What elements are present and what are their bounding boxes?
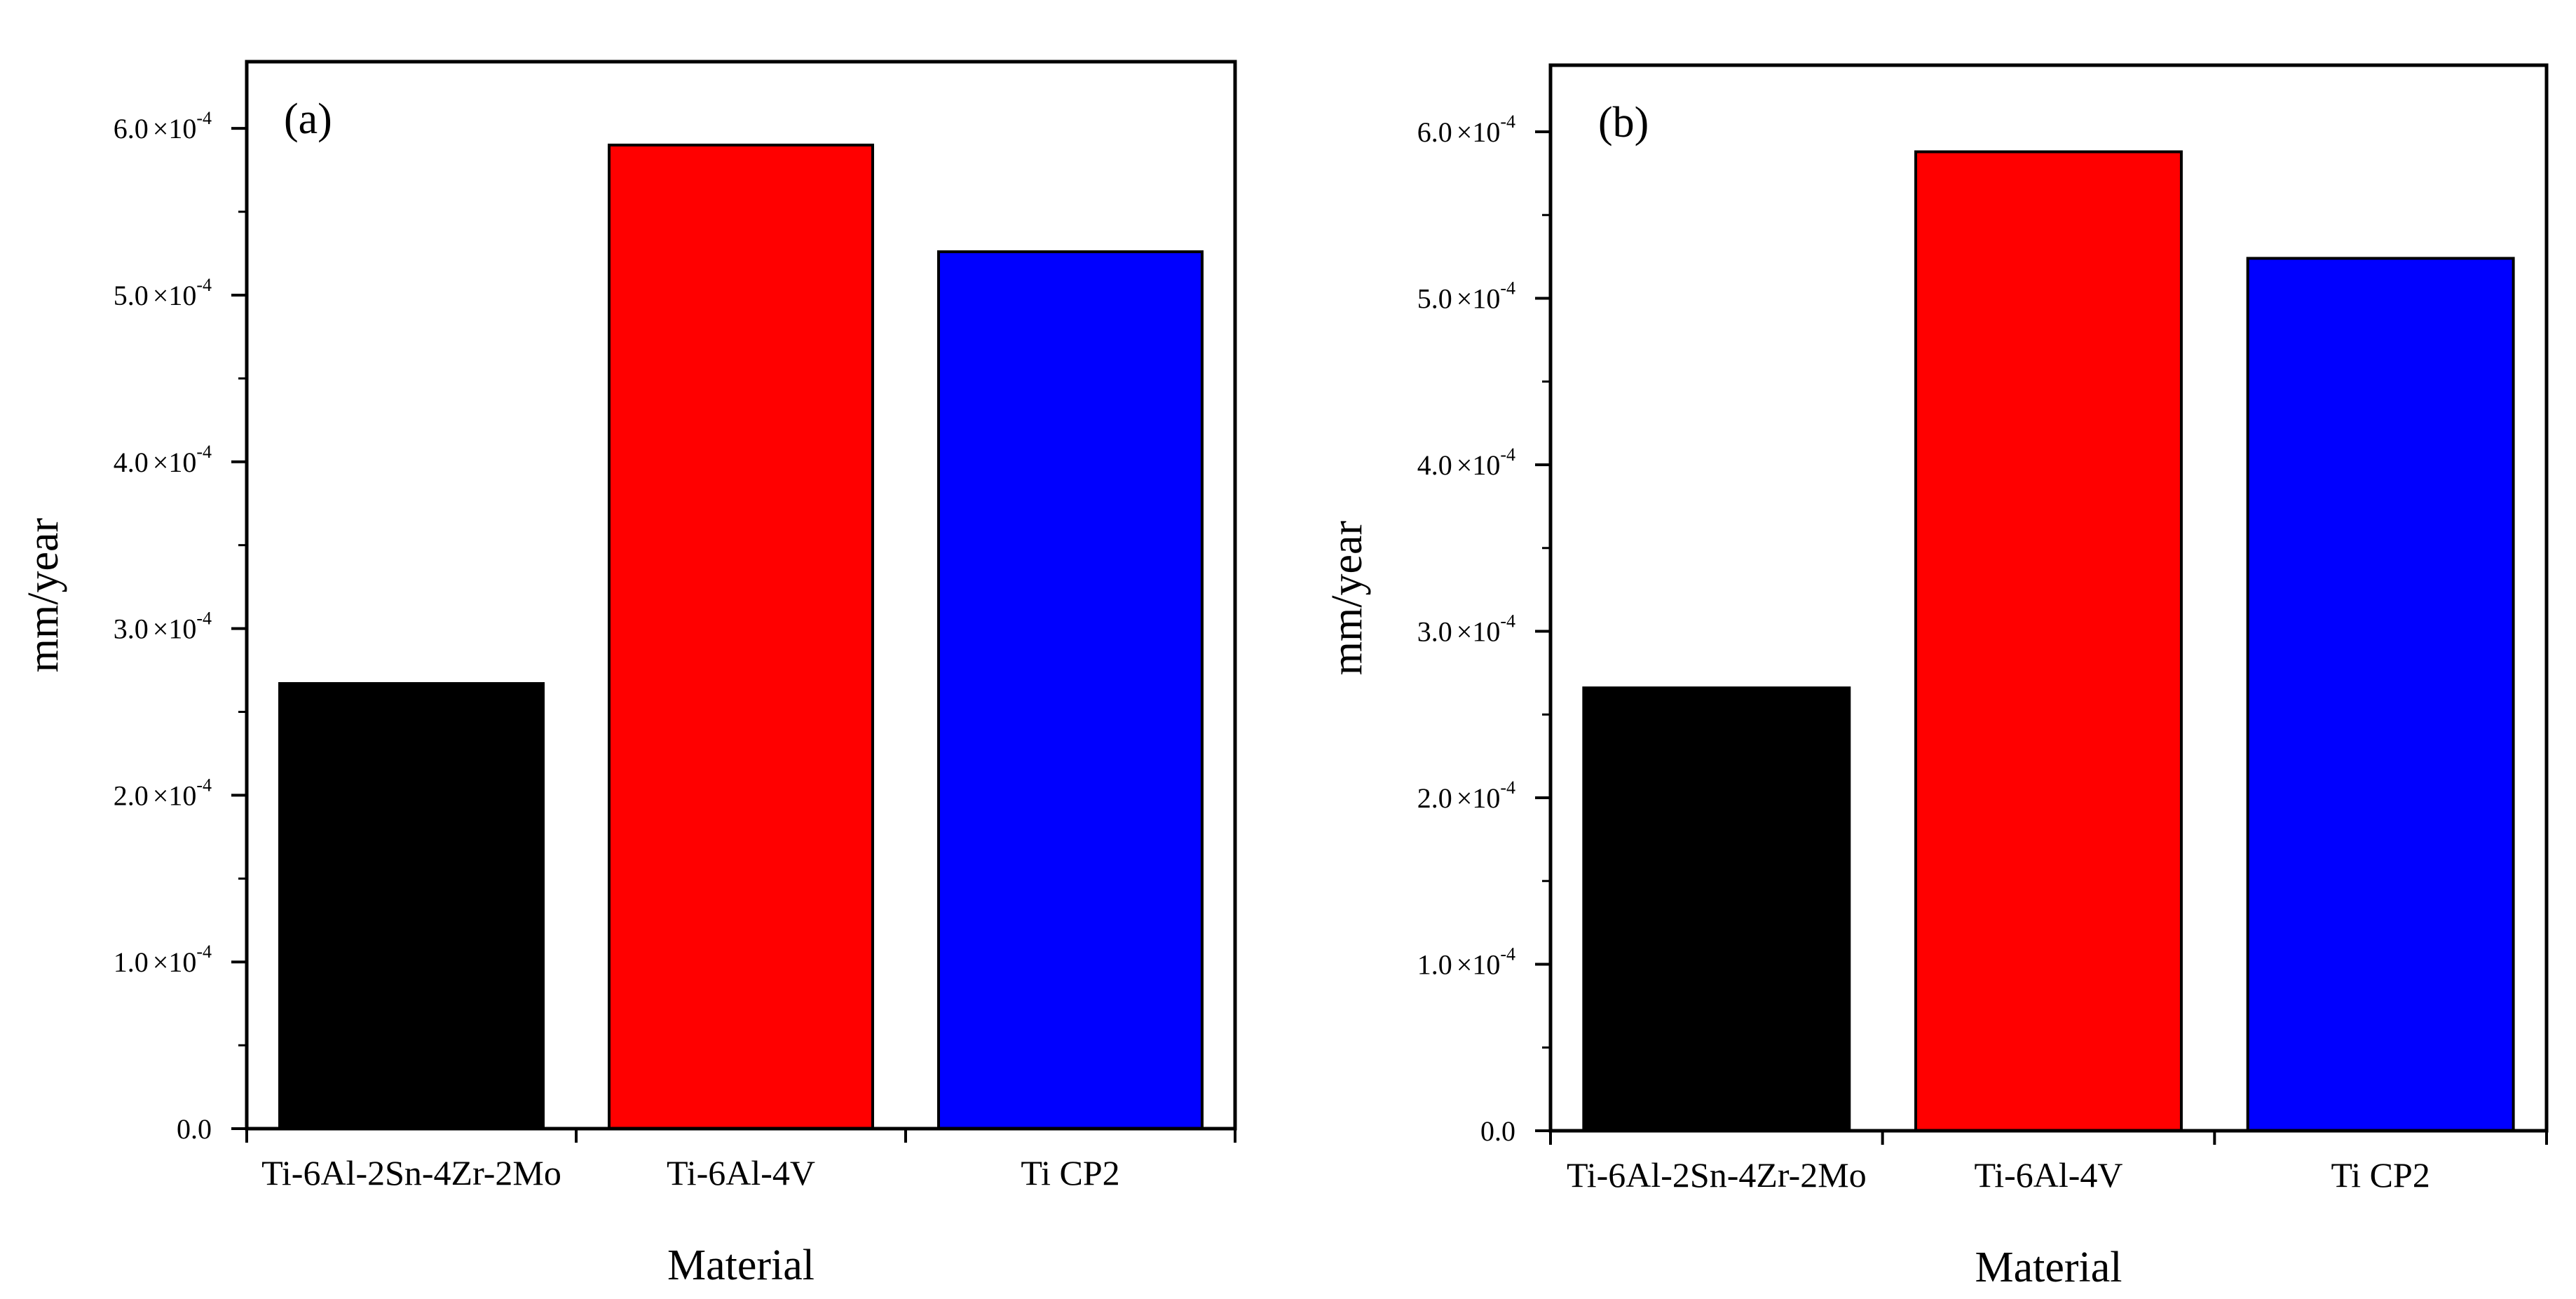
y-tick-times: ×10 [153,613,197,645]
y-tick-mantissa: 6.0 [114,113,149,144]
y-tick-label: 2.0 ×10-4 [114,775,212,811]
y-tick-exponent: -4 [196,442,212,462]
y-tick-exponent: -4 [1500,444,1515,465]
y-tick-label: 4.0 ×10-4 [1417,444,1515,481]
y-tick-exponent: -4 [196,775,212,795]
y-tick-mantissa: 3.0 [1417,616,1452,648]
y-tick-label: 0.0 [177,1113,212,1145]
bar [2246,257,2515,1132]
y-tick-times: ×10 [1457,283,1501,315]
y-tick-exponent: -4 [1500,111,1515,132]
y-tick-mantissa: 5.0 [1417,283,1452,315]
y-tick-exponent: -4 [196,941,212,962]
y-tick-times: ×10 [153,280,197,311]
plot-frame [245,60,1237,1131]
y-tick-label: 5.0 ×10-4 [1417,278,1515,315]
y-tick-exponent: -4 [1500,611,1515,632]
y-tick-times: ×10 [153,946,197,978]
x-tick-label: Ti-6Al-2Sn-4Zr-2Mo [261,1153,561,1192]
y-axis-title: mm/year [1323,520,1371,675]
y-tick-label: 1.0 ×10-4 [114,941,212,978]
y-tick-label: 6.0 ×10-4 [1417,111,1515,148]
x-tick-label: Ti CP2 [2331,1155,2430,1195]
y-tick-label: 6.0 ×10-4 [114,108,212,144]
y-tick-exponent: -4 [196,608,212,629]
y-tick-mantissa: 4.0 [1417,449,1452,481]
chart-panel-a: 0.01.0 ×10-42.0 ×10-43.0 ×10-44.0 ×10-45.0 ×1… [20,60,1237,1289]
bar [278,682,545,1130]
y-tick-exponent: -4 [196,275,212,295]
bar [937,250,1204,1131]
plot-frame [1548,63,2549,1133]
bar [1582,686,1851,1132]
panel-label: (b) [1598,99,1649,147]
y-tick-mantissa: 2.0 [1417,782,1452,814]
x-axis-title: Material [667,1242,815,1289]
y-tick-mantissa: 3.0 [114,613,149,645]
y-tick-mantissa: 6.0 [1417,116,1452,148]
y-tick-mantissa: 0.0 [177,1113,212,1145]
y-tick-times: ×10 [1457,116,1501,148]
y-tick-exponent: -4 [1500,944,1515,965]
y-tick-label: 3.0 ×10-4 [1417,611,1515,648]
y-tick-exponent: -4 [1500,278,1515,299]
y-tick-times: ×10 [153,113,197,144]
y-tick-mantissa: 1.0 [114,946,149,978]
y-tick-times: ×10 [153,780,197,811]
y-tick-mantissa: 5.0 [114,280,149,311]
y-tick-label: 4.0 ×10-4 [114,442,212,478]
x-axis-title: Material [1975,1244,2122,1291]
y-tick-times: ×10 [153,447,197,478]
y-tick-times: ×10 [1457,782,1501,814]
x-tick-label: Ti CP2 [1021,1153,1119,1192]
y-tick-exponent: -4 [196,108,212,128]
y-tick-mantissa: 1.0 [1417,949,1452,981]
bar [1914,150,2183,1132]
y-tick-label: 2.0 ×10-4 [1417,777,1515,814]
y-tick-times: ×10 [1457,449,1501,481]
y-tick-mantissa: 0.0 [1480,1115,1515,1147]
panel-label: (a) [284,95,332,143]
bar [608,143,874,1130]
y-tick-label: 3.0 ×10-4 [114,608,212,645]
y-tick-mantissa: 4.0 [114,447,149,478]
y-axis-title: mm/year [20,517,67,672]
y-tick-label: 5.0 ×10-4 [114,275,212,311]
x-tick-label: Ti-6Al-2Sn-4Zr-2Mo [1567,1155,1867,1195]
y-tick-mantissa: 2.0 [114,780,149,811]
y-tick-exponent: -4 [1500,777,1515,798]
x-tick-label: Ti-6Al-4V [1974,1155,2122,1195]
y-tick-label: 0.0 [1480,1115,1515,1147]
y-tick-label: 1.0 ×10-4 [1417,944,1515,981]
x-tick-label: Ti-6Al-4V [667,1153,815,1192]
chart-panel-b: 0.01.0 ×10-42.0 ×10-43.0 ×10-44.0 ×10-45.0 ×1… [1323,63,2549,1291]
y-tick-times: ×10 [1457,616,1501,648]
y-tick-times: ×10 [1457,949,1501,981]
